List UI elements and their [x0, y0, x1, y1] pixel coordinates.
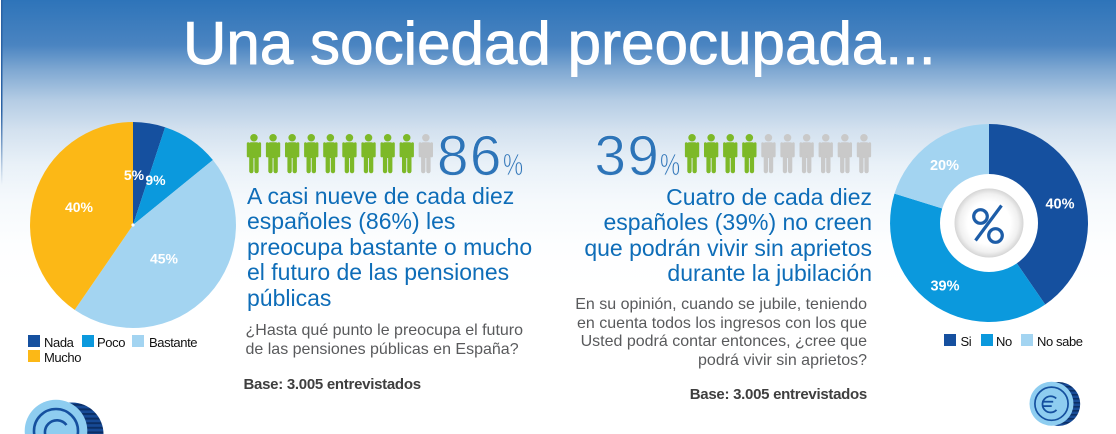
- svg-text:20%: 20%: [930, 158, 959, 174]
- svg-text:40%: 40%: [1045, 197, 1074, 213]
- svg-text:9%: 9%: [145, 172, 166, 188]
- svg-text:40%: 40%: [65, 199, 94, 215]
- svg-text:39%: 39%: [930, 279, 959, 295]
- svg-text:5%: 5%: [124, 167, 145, 183]
- svg-text:45%: 45%: [150, 251, 179, 267]
